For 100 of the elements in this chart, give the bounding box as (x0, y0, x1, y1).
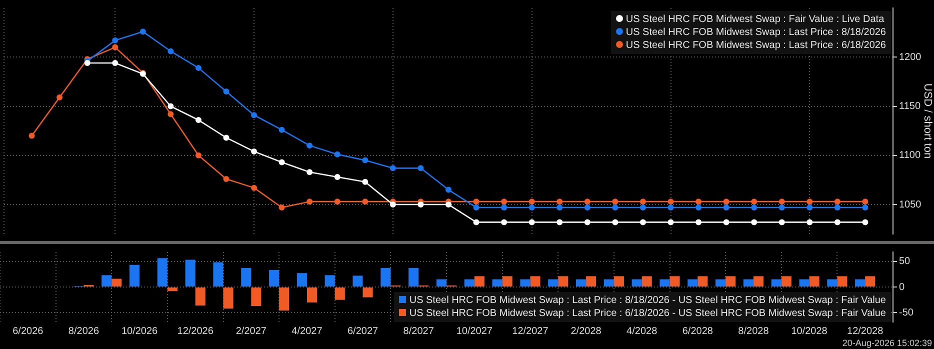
point (584, 204, 590, 210)
point (806, 219, 813, 226)
bar (548, 279, 558, 286)
x-tick-label: 12/2027 (512, 326, 549, 337)
point (362, 178, 368, 185)
y-tick-label: 1100 (899, 150, 921, 162)
bar (698, 276, 708, 286)
point (778, 219, 785, 226)
point (223, 88, 230, 95)
x-tick-label: 6/2027 (347, 326, 379, 337)
point (168, 111, 174, 118)
legend-label: US Steel HRC FOB Midwest Swap : Fair Value : Live Data (624, 13, 886, 26)
point (334, 151, 340, 158)
bar (492, 279, 502, 286)
x-tick-label: 4/2028 (626, 326, 658, 337)
x-tick-label: 6/2026 (12, 326, 44, 337)
point (751, 198, 758, 205)
bar (362, 288, 373, 298)
bar (632, 279, 642, 286)
point (112, 37, 118, 44)
point (278, 204, 285, 210)
point (195, 117, 202, 124)
point (334, 198, 340, 205)
point (140, 28, 146, 35)
point (112, 60, 118, 66)
point (556, 204, 563, 210)
bar (688, 279, 698, 286)
point (306, 198, 313, 205)
bar (334, 288, 345, 300)
point (362, 198, 368, 205)
y-tick-label: 0 (899, 282, 905, 293)
point (862, 219, 868, 226)
point (584, 219, 590, 226)
bar (576, 279, 586, 286)
bar (726, 276, 736, 286)
y-tick-label: 1050 (899, 199, 922, 210)
bar (660, 279, 670, 286)
x-tick-label: 12/2026 (177, 326, 214, 337)
point (306, 169, 313, 176)
point (862, 204, 868, 210)
x-tick-label: 8/2028 (738, 326, 770, 337)
point (251, 148, 258, 154)
point (501, 198, 508, 205)
point (668, 219, 674, 226)
legend-label: US Steel HRC FOB Midwest Swap : Last Price : 8/18/2026 - US Steel HRC FOB Midwest Swap : Fair Value (408, 294, 886, 307)
point (28, 132, 35, 139)
point (612, 204, 618, 210)
bar (743, 279, 754, 286)
bar (464, 279, 474, 286)
bar (167, 288, 178, 292)
point (696, 204, 702, 210)
bar (614, 276, 624, 286)
point (446, 186, 452, 193)
bar (865, 276, 876, 286)
bar (474, 276, 484, 286)
point (584, 198, 590, 205)
point (528, 198, 535, 205)
legend-label: US Steel HRC FOB Midwest Swap : Last Price : 6/18/2026 - US Steel HRC FOB Midwest Swap : Fair Value (408, 307, 886, 320)
y-tick-label: 1200 (899, 52, 922, 63)
bar (241, 268, 252, 286)
point (251, 184, 258, 191)
bar (213, 262, 224, 286)
bar (306, 288, 318, 302)
bar (296, 273, 307, 286)
point (112, 44, 118, 50)
point (446, 202, 452, 208)
point (723, 204, 730, 210)
point (251, 112, 258, 118)
x-tick-label: 12/2028 (847, 326, 884, 337)
bar (799, 279, 810, 286)
point (723, 198, 730, 205)
point (778, 198, 785, 205)
point (223, 134, 230, 141)
bar (269, 270, 280, 286)
point (806, 204, 813, 210)
bar (604, 279, 614, 286)
point (723, 219, 730, 226)
bar (436, 279, 446, 286)
point (418, 202, 424, 208)
point (862, 198, 868, 205)
point (834, 219, 840, 226)
x-tick-label: 2/2027 (236, 326, 267, 337)
bar (716, 279, 726, 286)
y-tick-label: 1150 (899, 101, 921, 112)
point (195, 64, 202, 71)
bar (827, 279, 838, 286)
bar (586, 276, 596, 286)
point (556, 219, 563, 226)
bar (408, 268, 419, 286)
x-tick-label: 8/2027 (403, 326, 434, 337)
bar (837, 276, 848, 286)
x-tick-label: 8/2026 (68, 326, 100, 337)
bar (352, 276, 363, 286)
point (168, 48, 174, 54)
y-axis-title: USD / short ton (921, 83, 934, 159)
point (640, 219, 646, 226)
bar (502, 276, 512, 286)
point (751, 219, 758, 226)
bar (279, 288, 290, 311)
bar (195, 288, 206, 306)
